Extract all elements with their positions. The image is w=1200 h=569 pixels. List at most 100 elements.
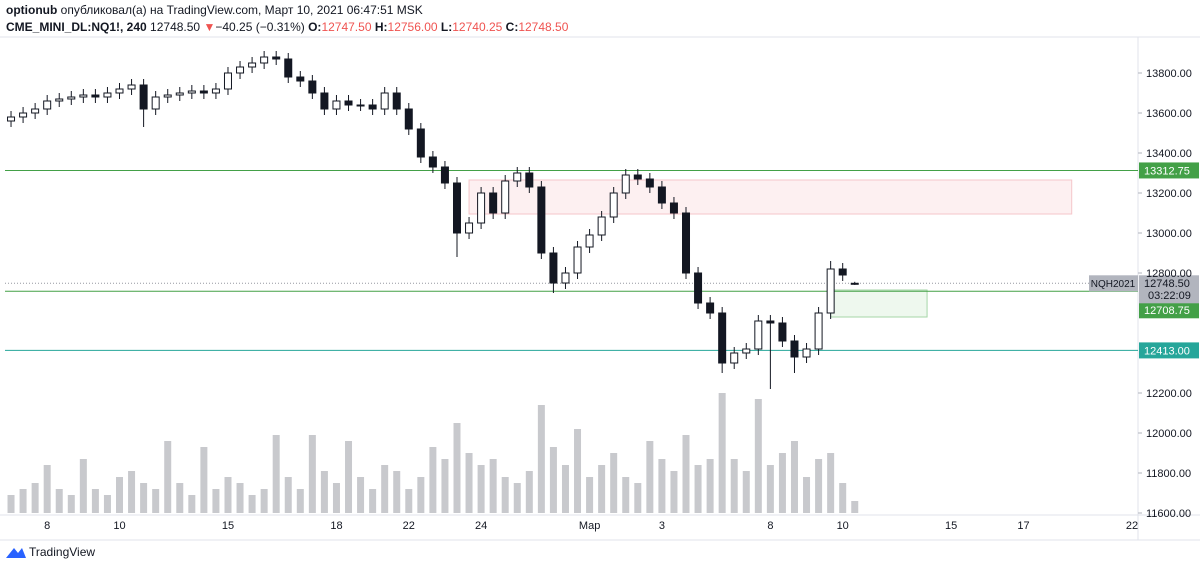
volume-bar: [803, 477, 811, 513]
level-label-box: [1139, 162, 1199, 179]
volume-bar: [730, 459, 738, 513]
x-tick-label: 10: [837, 520, 849, 532]
candle-body: [332, 100, 341, 110]
candle-body: [694, 272, 703, 304]
volume-bar: [610, 453, 618, 513]
candle-body: [826, 268, 835, 314]
candle-body: [645, 178, 654, 188]
candle-body: [67, 96, 76, 100]
candle-body: [7, 116, 16, 122]
tag-symbol: NQH2021: [1091, 279, 1136, 290]
y-tick-label: 12200.00: [1146, 388, 1192, 400]
volume-bar: [477, 465, 485, 513]
volume-bar: [525, 471, 533, 513]
candle-body: [561, 272, 570, 284]
candle-body: [416, 128, 425, 158]
logo-icon: [6, 548, 26, 558]
o-value: 12747.50: [321, 20, 372, 34]
candle-body: [730, 352, 739, 364]
volume-bar: [658, 459, 666, 513]
candle-body: [199, 90, 208, 94]
candle-body: [103, 92, 112, 98]
volume-bar: [357, 477, 365, 513]
tag-symbol-box: [1089, 275, 1138, 292]
volume-bar: [574, 429, 582, 513]
x-tick-label: Мар: [579, 520, 601, 532]
candle-body: [489, 192, 498, 214]
volume-bar: [393, 471, 401, 513]
candle-body: [356, 104, 365, 107]
candle-body: [477, 192, 486, 224]
candle-body: [802, 348, 811, 358]
volume-bar: [489, 459, 497, 513]
c-label: C:: [505, 20, 519, 34]
tag-countdown: 03:22:09: [1148, 290, 1191, 302]
volume-bar: [224, 477, 232, 513]
volume-bar: [272, 435, 280, 513]
volume-bar: [381, 465, 389, 513]
candle-body: [19, 112, 28, 118]
volume-bar: [248, 495, 256, 513]
candle-body: [223, 72, 232, 90]
candle-body: [814, 312, 823, 350]
c-value: 12748.50: [518, 20, 569, 34]
volume-bar: [91, 489, 99, 513]
volume-bar: [19, 489, 27, 513]
volume-bar: [345, 441, 353, 513]
volume-bar: [718, 393, 726, 513]
level-label: 12708.75: [1144, 305, 1190, 317]
candle-body: [549, 252, 558, 284]
candle-body: [91, 94, 100, 98]
candle-body: [452, 182, 461, 234]
volume-bar: [501, 477, 509, 513]
candle-body: [79, 94, 88, 98]
volume-bar: [176, 483, 184, 513]
volume-bar: [561, 465, 569, 513]
volume-bar: [140, 483, 148, 513]
l-value: 12740.25: [452, 20, 503, 34]
zone: [830, 289, 928, 318]
x-tick-label: 22: [403, 520, 415, 532]
candle-body: [537, 186, 546, 254]
y-tick-label: 11800.00: [1146, 468, 1191, 480]
volume-bar: [320, 471, 328, 513]
y-tick-label: 13200.00: [1146, 188, 1192, 200]
x-tick-label: 8: [767, 520, 773, 532]
last: 12748.50: [150, 20, 201, 34]
volume-bar: [152, 489, 160, 513]
candle-body: [754, 320, 763, 350]
candle-body: [308, 80, 317, 94]
candle-body: [344, 100, 353, 106]
volume-bar: [441, 459, 449, 513]
y-tick-label: 13000.00: [1146, 228, 1192, 240]
volume-bar: [790, 441, 798, 513]
volume-bar: [260, 489, 268, 513]
candle-body: [525, 172, 534, 188]
volume-bar: [453, 423, 461, 513]
volume-bar: [670, 471, 678, 513]
candle-body: [706, 302, 715, 314]
candle-body: [368, 104, 377, 110]
x-tick-label: 3: [659, 520, 665, 532]
volume-bar: [586, 477, 594, 513]
symbol-line: CME_MINI_DL:NQ1!, 240 12748.50 ▼−40.25 (…: [6, 19, 568, 36]
candle-body: [609, 192, 618, 218]
level-label-box: [1139, 302, 1199, 319]
h-label: H:: [374, 20, 388, 34]
candle-body: [501, 180, 510, 214]
volume-bar: [827, 453, 835, 513]
candle-body: [838, 268, 847, 276]
candle-body: [850, 282, 859, 285]
volume-bar: [429, 447, 437, 513]
volume-bar: [103, 495, 111, 513]
y-tick-label: 13400.00: [1146, 148, 1192, 160]
h-value: 12756.00: [387, 20, 438, 34]
candle-body: [163, 94, 172, 98]
volume-bar: [465, 453, 473, 513]
level-label: 13312.75: [1144, 165, 1190, 177]
candle-body: [621, 174, 630, 194]
candle-body: [296, 76, 305, 82]
volume-bar: [778, 453, 786, 513]
volume-bar: [851, 501, 859, 513]
candle-body: [284, 58, 293, 78]
